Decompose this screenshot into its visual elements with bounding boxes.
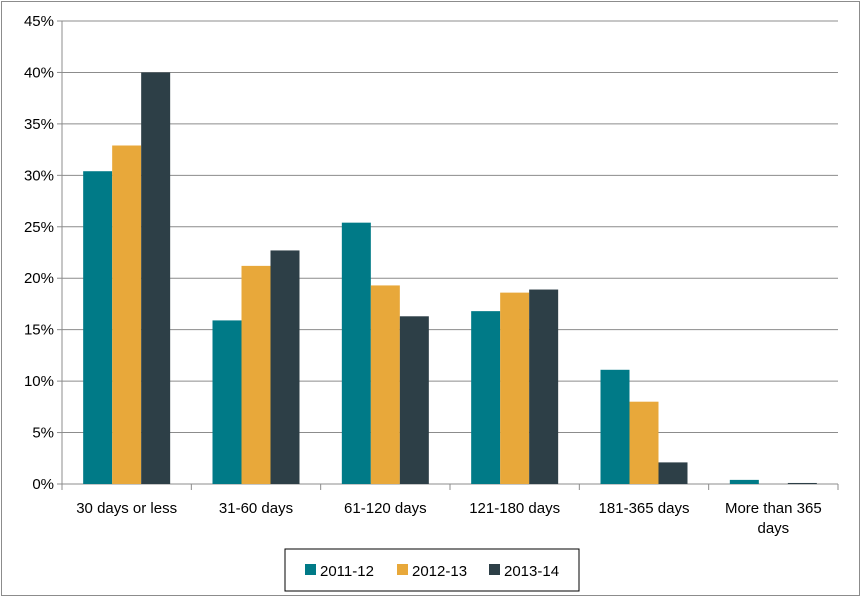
y-tick-label: 30% [24, 167, 54, 184]
y-tick-label: 45% [24, 13, 54, 30]
bar-2012-13-4 [629, 401, 659, 484]
legend-swatch-2012-13 [397, 564, 408, 575]
bar-2012-13-3 [500, 292, 530, 484]
x-tick-label: 31-60 days [219, 500, 293, 517]
bar-2012-13-2 [370, 285, 400, 484]
x-tick-label: 61-120 days [344, 500, 427, 517]
legend-box [284, 548, 580, 592]
x-tick-label: 30 days or less [76, 500, 177, 517]
bar-2011-12-5 [729, 479, 759, 484]
bar-2011-12-2 [341, 222, 371, 484]
legend-swatch-2011-12 [305, 564, 316, 575]
bar-2013-14-2 [399, 316, 429, 484]
y-tick-label: 5% [32, 425, 54, 442]
y-tick-label: 35% [24, 116, 54, 133]
x-tick-label: More than 365 days [725, 500, 822, 537]
bar-2013-14-3 [529, 289, 559, 484]
bar-2011-12-3 [471, 311, 501, 484]
bar-2011-12-0 [83, 171, 113, 484]
y-tick-label: 40% [24, 64, 54, 81]
x-tick-label: 181-365 days [599, 500, 690, 517]
x-tick-label: 121-180 days [469, 500, 560, 517]
y-tick-label: 10% [24, 373, 54, 390]
legend-label: 2013-14 [504, 563, 559, 580]
bar-2013-14-4 [658, 462, 688, 484]
bar-2011-12-1 [212, 320, 242, 484]
bar-2012-13-1 [241, 265, 271, 484]
legend-swatch-2013-14 [489, 564, 500, 575]
bar-2013-14-5 [787, 482, 817, 484]
bar-2013-14-0 [141, 72, 171, 484]
y-tick-label: 15% [24, 322, 54, 339]
y-tick-label: 25% [24, 219, 54, 236]
bar-2011-12-4 [600, 369, 630, 484]
y-tick-label: 20% [24, 270, 54, 287]
legend-label: 2012-13 [412, 563, 467, 580]
y-tick-label: 0% [32, 476, 54, 493]
bar-2012-13-0 [112, 145, 142, 485]
legend-label: 2011-12 [320, 563, 374, 580]
bar-2013-14-1 [270, 250, 300, 484]
